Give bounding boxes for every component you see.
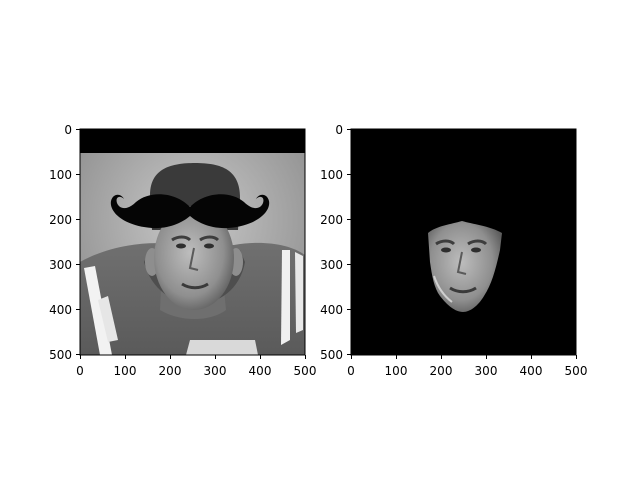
right-x-tick-label: 400 [520, 364, 543, 378]
right-x-tick-label: 300 [475, 364, 498, 378]
mustache-overlay [110, 194, 270, 229]
left-x-tick-label: 400 [249, 364, 272, 378]
right-y-tick-label: 100 [320, 168, 343, 182]
right-y-ticks [347, 129, 351, 355]
right-x-ticks [351, 355, 577, 359]
right-image [351, 129, 576, 355]
right-y-tick-label: 500 [320, 348, 343, 362]
left-image [80, 129, 305, 355]
right-y-tick-label: 400 [320, 303, 343, 317]
right-y-tick-label: 300 [320, 258, 343, 272]
right-x-tick-label: 100 [385, 364, 408, 378]
right-x-tick-label: 500 [565, 364, 588, 378]
black-band [80, 129, 305, 153]
right-y-tick-label: 200 [320, 213, 343, 227]
left-y-tick-label: 0 [64, 123, 72, 137]
left-y-tick-label: 200 [49, 213, 72, 227]
left-x-tick-label: 300 [204, 364, 227, 378]
left-x-tick-label: 100 [114, 364, 137, 378]
left-x-ticks [80, 355, 306, 359]
left-y-tick-label: 500 [49, 348, 72, 362]
left-axes: 0 100 200 300 400 500 0 100 200 300 400 … [49, 123, 316, 378]
left-y-tick-label: 400 [49, 303, 72, 317]
left-axes-frame [79, 128, 306, 356]
left-y-tick-label: 300 [49, 258, 72, 272]
right-x-tick-label: 200 [430, 364, 453, 378]
face [154, 206, 234, 310]
right-axes-frame [350, 128, 577, 356]
left-y-tick-label: 100 [49, 168, 72, 182]
left-x-tick-label: 200 [159, 364, 182, 378]
right-x-tick-label: 0 [347, 364, 355, 378]
left-x-tick-label: 0 [76, 364, 84, 378]
left-y-ticks [76, 129, 80, 355]
right-y-tick-label: 0 [335, 123, 343, 137]
left-x-tick-label: 500 [294, 364, 317, 378]
right-axes: 0 100 200 300 400 500 0 100 200 300 400 … [320, 123, 587, 378]
